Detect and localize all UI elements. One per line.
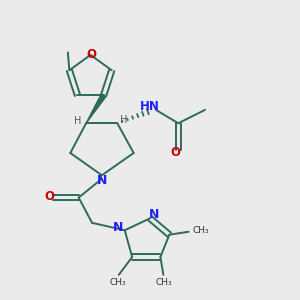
Text: HN: HN — [140, 100, 159, 113]
Text: CH₃: CH₃ — [109, 278, 126, 287]
Text: N: N — [149, 208, 159, 221]
Text: H: H — [120, 115, 128, 125]
Text: O: O — [170, 146, 180, 160]
Text: N: N — [97, 174, 108, 187]
Text: O: O — [44, 190, 54, 203]
Polygon shape — [86, 94, 106, 123]
Text: H: H — [74, 116, 82, 126]
Text: CH₃: CH₃ — [156, 278, 172, 287]
Text: O: O — [86, 48, 96, 61]
Text: N: N — [113, 221, 123, 234]
Text: CH₃: CH₃ — [193, 226, 209, 235]
